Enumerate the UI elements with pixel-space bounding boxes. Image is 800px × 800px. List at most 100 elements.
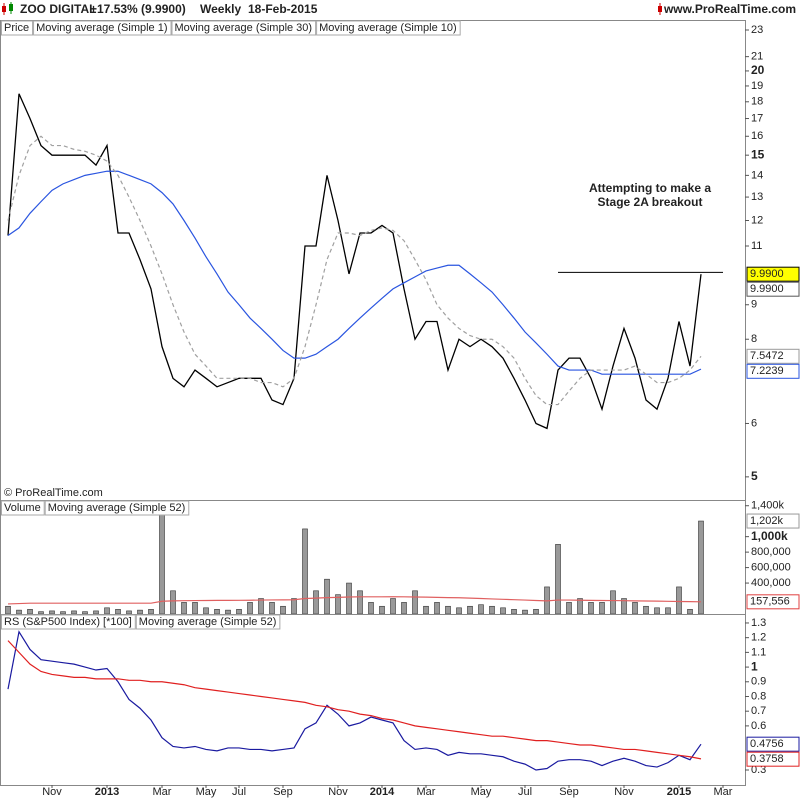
x-tick-label: 2013 [95,786,119,798]
website: www.ProRealTime.com [663,2,796,16]
volume-bar [16,609,22,615]
series-line [7,93,702,430]
legend-label: Moving average (Simple 10) [319,22,457,34]
volume-bar [555,544,561,615]
volume-bar [192,602,198,615]
value-marker [746,736,800,752]
y-tick-label: 400,000 [751,577,791,589]
legend-label: Price [4,22,29,34]
volume-bar [357,590,363,615]
y-tick-label: 600,000 [751,562,791,574]
legend-box [1,20,34,36]
value-marker-label: 1,202k [750,515,784,527]
volume-bar [27,609,33,615]
x-tick-label: Nov [42,786,62,798]
y-tick-label: 8 [751,333,757,345]
value-marker [746,594,800,610]
y-tick-label: 9 [751,299,757,311]
y-tick-label: 0.7 [751,705,766,717]
volume-bar [236,609,242,615]
legend-box [1,614,136,630]
x-tick-label: Nov [614,786,634,798]
copyright: © ProRealTime.com [4,487,103,499]
volume-bar [71,610,77,615]
volume-bar [115,609,121,615]
y-tick-label: 0.9 [751,676,766,688]
y-tick-label: 0.6 [751,720,766,732]
y-tick-label: 5 [751,469,758,483]
y-tick-label: 12 [751,214,763,226]
volume-bar [478,604,484,615]
volume-bar [368,602,374,615]
volume-bar [687,609,693,615]
volume-bar [291,598,297,615]
value-marker [746,281,800,297]
volume-bar [412,590,418,615]
legend-label: Moving average (Simple 1) [36,22,167,34]
volume-bar [269,602,275,615]
volume-bar [467,605,473,615]
volume-bar [401,602,407,615]
volume-bar [566,602,572,615]
x-tick-label: May [471,786,492,798]
y-tick-label: 17 [751,112,763,124]
legend-box [316,20,461,36]
volume-bar [104,607,110,615]
x-tick-label: Sep [273,786,293,798]
value-marker-label: 7.5472 [750,350,784,362]
period: Weekly [200,2,241,16]
value-marker [746,266,800,282]
volume-bar [511,609,517,615]
change: +17.53% (9.9900) [90,2,186,16]
x-tick-label: Mar [714,786,733,798]
volume-bar [148,609,154,615]
series-line [7,640,702,760]
volume-bar [137,609,143,615]
y-tick-label: 800,000 [751,546,791,558]
y-tick-label: 15 [751,147,765,161]
annotation: Attempting to make a [589,181,711,195]
legend-label: RS (S&P500 Index) [*100] [4,616,132,628]
value-marker-label: 0.4756 [750,738,784,750]
volume-bar [632,602,638,615]
volume-bar [38,611,44,615]
y-tick-label: 6 [751,417,757,429]
value-marker [746,751,800,767]
volume-bar [82,611,88,615]
x-tick-label: May [196,786,217,798]
volume-bar [423,605,429,615]
volume-bar [93,610,99,615]
volume-bar [302,528,308,615]
header-icon [2,2,13,15]
volume-bar [313,590,319,615]
x-tick-label: Jul [518,786,532,798]
volume-bar [247,602,253,615]
volume-bar [203,607,209,615]
volume-bar [599,602,605,615]
volume-bar [214,609,220,615]
y-tick-label: 13 [751,191,763,203]
volume-bar [643,605,649,615]
volume-bar [654,607,660,615]
volume-bar [445,605,451,615]
volume-bar [379,605,385,615]
volume-bar [258,598,264,615]
volume-bar [390,598,396,615]
volume-bar [5,605,11,615]
y-tick-label: 1.1 [751,646,766,658]
y-tick-label: 23 [751,24,763,36]
value-marker-label: 9.9900 [750,268,784,280]
y-tick-label: 0.8 [751,690,766,702]
volume-bar [170,590,176,615]
series-line [7,630,702,771]
value-marker-label: 0.3758 [750,753,784,765]
volume-bar [60,611,66,615]
y-tick-label: 11 [751,240,762,252]
value-marker-label: 9.9900 [750,283,784,295]
series-line [7,135,702,406]
y-tick-label: 1.3 [751,617,766,629]
legend-label: Moving average (Simple 52) [48,502,186,514]
legend-box [1,500,45,516]
